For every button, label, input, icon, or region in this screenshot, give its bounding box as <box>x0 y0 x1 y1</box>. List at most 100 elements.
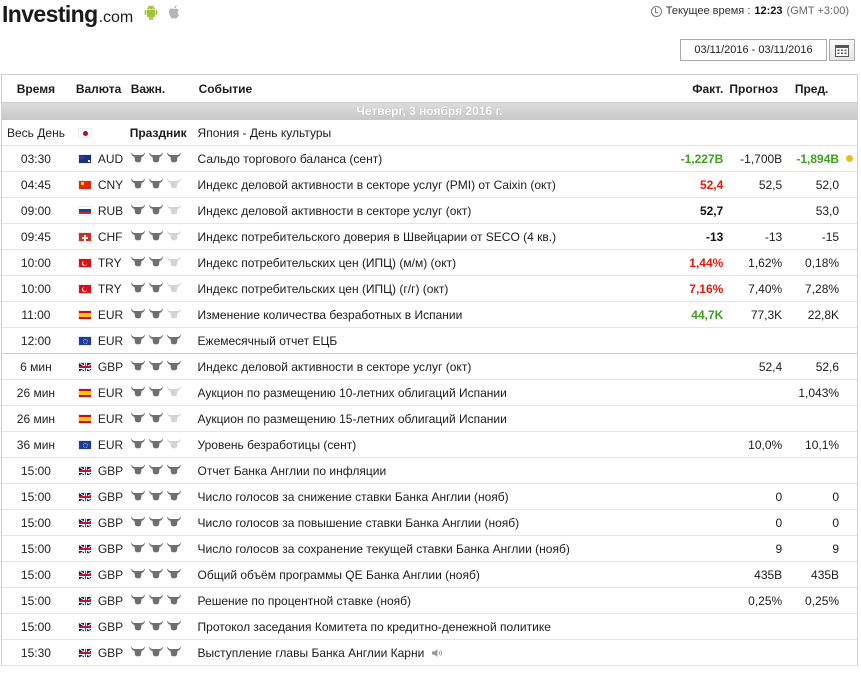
event-link[interactable]: Протокол заседания Комитета по кредитно-… <box>196 620 663 634</box>
event-title[interactable]: Выступление главы Банка Англии Карни <box>197 645 425 660</box>
event-title[interactable]: Протокол заседания Комитета по кредитно-… <box>197 619 551 634</box>
event-link[interactable]: Решение по процентной ставке (нояб) <box>196 594 663 608</box>
bull-icon <box>148 307 164 322</box>
event-title[interactable]: Аукцион по размещению 10-летних облигаци… <box>197 385 507 400</box>
table-row[interactable]: 26 мин EUR Аукцион по размещению 15-летних… <box>2 406 857 432</box>
bull-icon <box>166 203 182 218</box>
event-link[interactable]: Индекс потребительских цен (ИПЦ) (м/м) (… <box>196 256 663 270</box>
event-title[interactable]: Индекс деловой активности в секторе услу… <box>197 359 472 374</box>
flag-gb-icon <box>77 491 92 502</box>
event-link[interactable]: Изменение количества безработных в Испан… <box>196 308 663 322</box>
table-row[interactable]: 10:00 TRY Индекс потребительских цен (ИПЦ)… <box>2 250 857 276</box>
holiday-row[interactable]: Весь День Праздник Япония - День культур… <box>2 120 857 146</box>
table-row[interactable]: 04:45 CNY Индекс деловой активности в сект… <box>2 172 857 198</box>
event-title[interactable]: Решение по процентной ставке (нояб) <box>197 593 412 608</box>
event-time: 04:45 <box>20 177 51 192</box>
event-link[interactable]: Индекс потребительского доверия в Швейца… <box>196 230 663 244</box>
table-row[interactable]: 10:00 TRY Индекс потребительских цен (ИПЦ)… <box>2 276 857 302</box>
bull-icon <box>148 645 164 660</box>
event-title[interactable]: Индекс потребительских цен (ИПЦ) (г/г) (… <box>197 281 449 296</box>
table-row[interactable]: 6 мин GBP Индекс деловой активности в сект… <box>2 354 857 380</box>
speaker-icon[interactable] <box>431 648 445 658</box>
table-row[interactable]: 11:00 EUR Изменение количества безработных… <box>2 302 857 328</box>
table-row[interactable]: 15:00 GBP Число голосов за повышение ставк… <box>2 510 857 536</box>
table-row[interactable]: 26 мин EUR Аукцион по размещению 10-летних… <box>2 380 857 406</box>
timezone-label[interactable]: (GMT +3:00) <box>786 5 849 17</box>
event-title[interactable]: Число голосов за повышение ставки Банка … <box>197 515 520 530</box>
column-time: Время <box>16 81 56 96</box>
event-currency: GBP <box>70 568 130 582</box>
event-title[interactable]: Индекс потребительских цен (ИПЦ) (м/м) (… <box>197 255 457 270</box>
event-link[interactable]: Уровень безработицы (сент) <box>196 438 663 452</box>
event-title[interactable]: Ежемесячный отчет ЕЦБ <box>197 333 338 348</box>
event-link[interactable]: Индекс деловой активности в секторе услу… <box>196 204 663 218</box>
event-time: 15:00 <box>20 593 51 608</box>
event-title[interactable]: Отчет Банка Англии по инфляции <box>197 463 387 478</box>
table-row[interactable]: 15:00 GBP Решение по процентной ставке (но… <box>2 588 857 614</box>
bull-icon <box>148 463 164 478</box>
table-row[interactable]: 15:00 GBP Число голосов за снижение ставки… <box>2 484 857 510</box>
event-time: 10:00 <box>20 281 51 296</box>
bull-icon <box>130 463 146 478</box>
event-link[interactable]: Аукцион по размещению 10-летних облигаци… <box>196 386 663 400</box>
bull-icon <box>148 177 164 192</box>
event-title[interactable]: Изменение количества безработных в Испан… <box>197 307 463 322</box>
event-link[interactable]: Индекс деловой активности в секторе услу… <box>196 360 663 374</box>
table-row[interactable]: 15:00 GBP Отчет Банка Англии по инфляции <box>2 458 857 484</box>
event-link[interactable]: Индекс деловой активности в секторе услу… <box>196 178 663 192</box>
table-row[interactable]: 15:30 GBP Выступление главы Банка Англии К… <box>2 640 857 666</box>
event-title[interactable]: Уровень безработицы (сент) <box>197 437 357 452</box>
holiday-event[interactable]: Япония - День культуры <box>197 125 332 140</box>
event-link[interactable]: Число голосов за сохранение текущей став… <box>196 542 663 556</box>
bull-icon <box>148 255 164 270</box>
event-link[interactable]: Выступление главы Банка Англии Карни <box>196 646 663 660</box>
importance-rating <box>130 151 196 166</box>
bull-icon <box>166 255 182 270</box>
calendar-button[interactable] <box>829 39 855 61</box>
table-row[interactable]: 09:00 RUB Индекс деловой активности в сект… <box>2 198 857 224</box>
economic-calendar-table: Время Валюта Важн. Событие Факт. Прогноз… <box>1 74 858 666</box>
date-range-input[interactable]: 03/11/2016 - 03/11/2016 <box>680 39 827 61</box>
event-title[interactable]: Сальдо торгового баланса (сент) <box>197 151 383 166</box>
event-link[interactable]: Отчет Банка Англии по инфляции <box>196 464 663 478</box>
investing-logo[interactable]: Investing .com <box>2 1 133 27</box>
current-time-value: 12:23 <box>754 5 783 17</box>
event-link[interactable]: Общий объём программы QE Банка Англии (н… <box>196 568 663 582</box>
bull-icon <box>130 203 146 218</box>
actual-value: 44,7K <box>691 307 724 322</box>
event-time: 15:00 <box>20 489 51 504</box>
apple-icon[interactable] <box>167 4 181 20</box>
table-row[interactable]: 09:45 CHF Индекс потребительского доверия … <box>2 224 857 250</box>
bull-icon <box>166 619 182 634</box>
event-title[interactable]: Общий объём программы QE Банка Англии (н… <box>197 567 480 582</box>
event-currency: CNY <box>70 178 130 192</box>
event-link[interactable]: Число голосов за повышение ставки Банка … <box>196 516 663 530</box>
clock-icon <box>650 5 662 17</box>
android-icon[interactable] <box>144 4 158 20</box>
flag-gb-icon <box>77 569 92 580</box>
alert-dot-icon[interactable] <box>845 155 853 162</box>
event-title[interactable]: Аукцион по размещению 15-летних облигаци… <box>197 411 507 426</box>
table-row[interactable]: 15:00 GBP Протокол заседания Комитета по к… <box>2 614 857 640</box>
table-row[interactable]: 15:00 GBP Число голосов за сохранение теку… <box>2 536 857 562</box>
table-row[interactable]: 15:00 GBP Общий объём программы QE Банка А… <box>2 562 857 588</box>
table-row[interactable]: 12:00 EUR Ежемесячный отчет ЕЦБ <box>2 328 857 354</box>
event-time: 26 мин <box>16 385 56 400</box>
event-title[interactable]: Индекс потребительского доверия в Швейца… <box>197 229 557 244</box>
event-title[interactable]: Индекс деловой активности в секторе услу… <box>197 177 556 192</box>
event-title[interactable]: Число голосов за снижение ставки Банка А… <box>197 489 509 504</box>
bull-icon <box>148 333 164 348</box>
bull-icon <box>166 359 182 374</box>
event-link[interactable]: Сальдо торгового баланса (сент) <box>196 152 663 166</box>
event-link[interactable]: Индекс потребительских цен (ИПЦ) (г/г) (… <box>196 282 663 296</box>
bull-icon <box>130 619 146 634</box>
table-row[interactable]: 36 мин EUR Уровень безработицы (сент) 10,0%… <box>2 432 857 458</box>
table-row[interactable]: 03:30 AUD Сальдо торгового баланса (сент) -… <box>2 146 857 172</box>
event-title[interactable]: Число голосов за сохранение текущей став… <box>197 541 570 556</box>
event-link[interactable]: Ежемесячный отчет ЕЦБ <box>196 334 663 348</box>
event-title[interactable]: Индекс деловой активности в секторе услу… <box>197 203 472 218</box>
bull-icon <box>166 541 182 556</box>
event-link[interactable]: Число голосов за снижение ставки Банка А… <box>196 490 663 504</box>
event-link[interactable]: Аукцион по размещению 15-летних облигаци… <box>196 412 663 426</box>
holiday-time: Весь День <box>7 125 65 140</box>
